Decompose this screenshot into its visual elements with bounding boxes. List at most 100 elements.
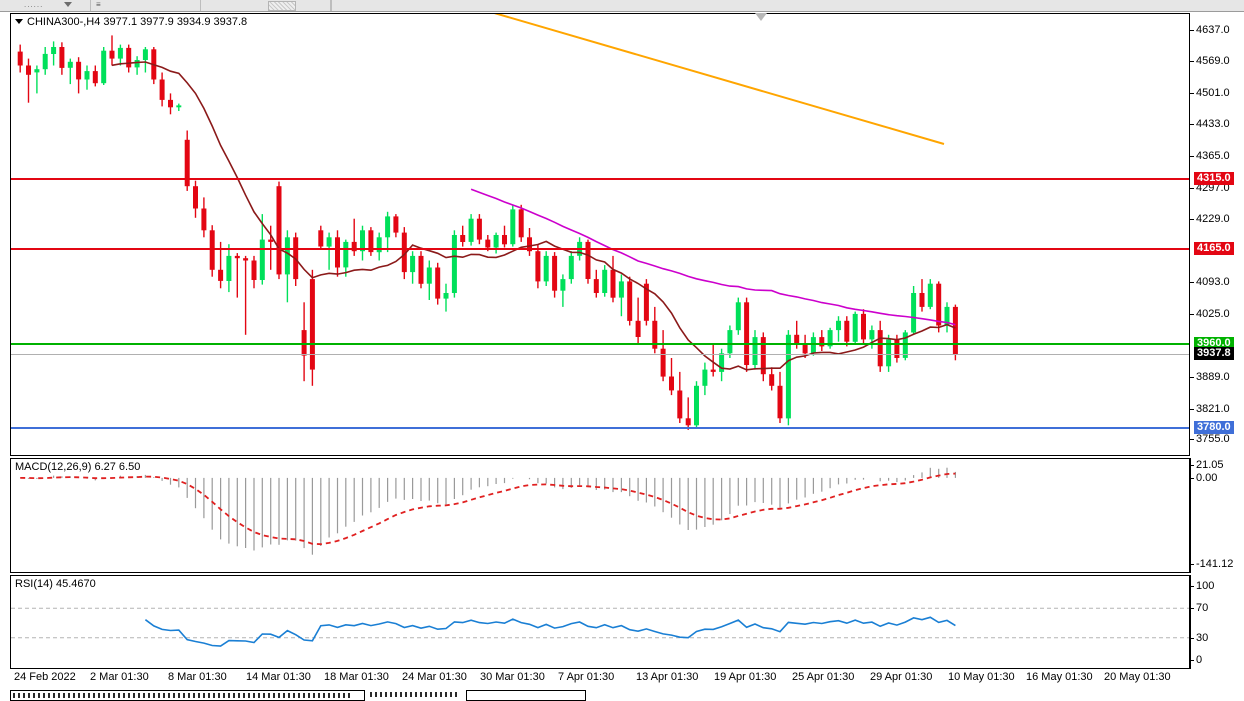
macd-chart-pane[interactable]: MACD(12,26,9) 6.27 6.50	[10, 458, 1190, 573]
toolbar-dots-icon[interactable]: ......	[24, 0, 44, 9]
candle-body	[92, 71, 98, 84]
candle-body	[201, 208, 207, 231]
axis-tick-label: -141.12	[1196, 558, 1234, 570]
time-axis-label: 24 Feb 2022	[14, 671, 76, 683]
candle-body	[643, 283, 649, 321]
time-axis-label: 18 Mar 01:30	[324, 671, 389, 683]
scroll-down-caret-icon[interactable]	[755, 13, 767, 21]
candle-body	[176, 105, 182, 108]
candle-body	[694, 385, 699, 426]
price-chart-pane[interactable]: CHINA300-,H4 3977.1 3977.9 3934.9 3937.8	[10, 13, 1190, 456]
price-chip-last-price[interactable]: 3937.8	[1194, 347, 1234, 361]
axis-tick	[1190, 124, 1194, 126]
axis-tick	[1190, 377, 1194, 378]
time-axis[interactable]: 24 Feb 2022 2 Mar 01:30 8 Mar 01:30 14 Mar …	[10, 670, 1244, 686]
rsi-axis[interactable]: 100 70 30 0	[1190, 575, 1244, 669]
price-chip-support-1[interactable]: 3780.0	[1194, 420, 1234, 434]
axis-tick	[1190, 564, 1194, 565]
candle-body	[360, 230, 365, 252]
axis-tick-label: 3889.0	[1196, 371, 1230, 383]
time-axis-label: 24 Mar 01:30	[402, 671, 467, 683]
candle-body	[861, 313, 866, 340]
toolbar-hatch-icon[interactable]	[268, 1, 296, 11]
price-pane-label-text: CHINA300-,H4 3977.1 3977.9 3934.9 3937.8	[27, 16, 248, 28]
candle-body	[927, 283, 933, 307]
candle-body	[719, 353, 725, 372]
candle-body	[827, 330, 833, 347]
axis-tick	[1190, 608, 1194, 610]
candle-body	[535, 251, 541, 282]
chevron-down-icon[interactable]	[64, 2, 72, 7]
candle-body	[451, 235, 457, 293]
axis-tick-label: 0	[1196, 654, 1203, 666]
candle-body	[301, 330, 307, 356]
candle-body	[76, 61, 82, 80]
candle-body	[184, 139, 190, 187]
candle-body	[234, 255, 240, 259]
time-axis-label: 16 May 01:30	[1026, 671, 1093, 683]
menu-icon[interactable]: ≡	[96, 0, 101, 9]
candle-body	[702, 369, 708, 386]
tab-symbol[interactable]	[368, 690, 463, 701]
tab-extra[interactable]	[466, 690, 586, 701]
axis-tick	[1190, 465, 1194, 466]
pivot-line-3960[interactable]	[11, 343, 1189, 346]
toolbar-group-1[interactable]	[0, 0, 91, 11]
top-toolbar: ...... ≡	[0, 0, 1244, 12]
price-axis[interactable]: 4637.0 4569.0 4501.0 4433.0 4365.0 4297.0 4229…	[1190, 13, 1244, 456]
rsi-axis-rule	[1190, 575, 1191, 669]
candle-body	[376, 237, 382, 253]
axis-tick	[1190, 219, 1194, 221]
candle-body	[810, 337, 816, 354]
axis-tick	[1190, 313, 1194, 315]
toolbar-group-3[interactable]	[200, 0, 331, 11]
candle-body	[919, 293, 925, 307]
candle-body	[226, 255, 232, 281]
candle-body	[886, 339, 892, 367]
candle-body	[685, 418, 691, 426]
time-axis-label: 19 Apr 01:30	[714, 671, 777, 683]
macd-axis[interactable]: 21.05 0.00 -141.12	[1190, 458, 1244, 573]
candle-body	[168, 99, 173, 108]
toolbar-separator	[330, 0, 332, 11]
candle-body	[117, 47, 123, 59]
candle-body	[944, 306, 950, 326]
price-chip-resistance-1[interactable]: 4315.0	[1194, 172, 1234, 186]
candle-body	[42, 53, 48, 70]
resistance-line-4165[interactable]	[11, 247, 1189, 250]
axis-tick	[1190, 586, 1194, 587]
collapse-caret-icon[interactable]	[15, 18, 23, 24]
axis-tick	[1190, 61, 1194, 63]
candle-body	[502, 235, 507, 245]
candle-body	[385, 216, 391, 238]
price-chip-pivot[interactable]: 3960.0	[1194, 337, 1234, 351]
last-price-line-3937[interactable]	[11, 354, 1189, 356]
axis-tick	[1190, 282, 1194, 284]
rsi-series-layer	[11, 607, 1189, 647]
candle-body	[343, 241, 349, 268]
tab-terminal[interactable]	[10, 690, 365, 701]
trendline-orange[interactable]	[484, 14, 945, 145]
axis-tick-label: 4501.0	[1196, 86, 1230, 99]
bottom-tab-strip[interactable]	[0, 688, 1244, 701]
axis-tick	[1190, 660, 1194, 661]
candle-body	[443, 293, 449, 299]
axis-tick-label: 4569.0	[1196, 55, 1230, 68]
candle-body	[101, 50, 107, 84]
macd-series-layer	[20, 467, 957, 555]
candle-body	[552, 255, 558, 291]
support-line-3780[interactable]	[11, 426, 1189, 429]
candle-body	[844, 320, 850, 342]
axis-tick-label: 30	[1196, 631, 1209, 644]
axis-tick	[1190, 477, 1194, 479]
candle-body	[952, 306, 958, 355]
toolbar-group-2[interactable]	[90, 0, 201, 11]
candle-body	[911, 293, 917, 333]
time-axis-label: 10 May 01:30	[948, 671, 1015, 683]
axis-tick	[1190, 439, 1194, 441]
axis-tick-label: 4229.0	[1196, 213, 1230, 226]
resistance-line-4315[interactable]	[11, 178, 1189, 181]
candle-body	[677, 390, 683, 419]
rsi-chart-pane[interactable]: RSI(14) 45.4670	[10, 575, 1190, 669]
price-chip-resistance-2[interactable]: 4165.0	[1194, 241, 1234, 255]
